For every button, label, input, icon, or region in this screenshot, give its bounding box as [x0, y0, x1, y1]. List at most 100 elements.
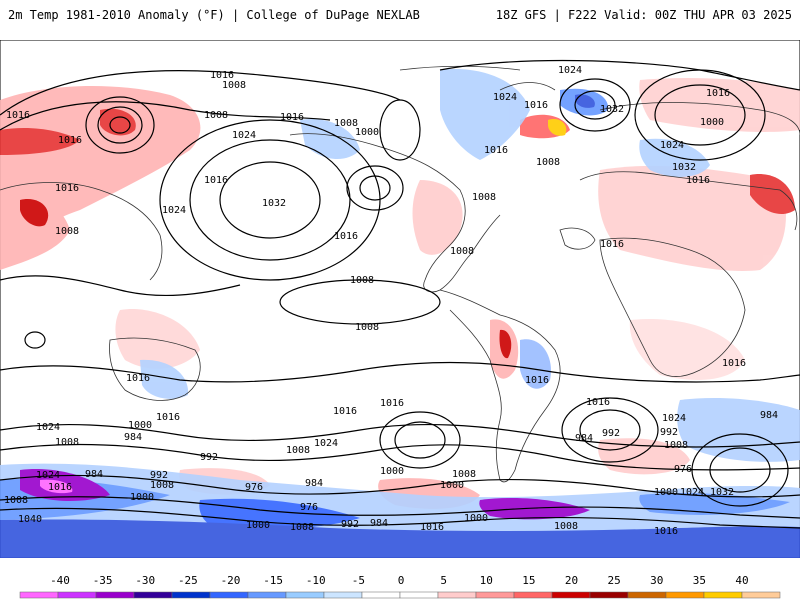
contour-label: 1008 [204, 110, 228, 121]
contour-label: 1016 [334, 231, 358, 242]
colorbar-label: 20 [565, 574, 578, 587]
colorbar-label: 40 [735, 574, 748, 587]
contour-label: 1008 [664, 440, 688, 451]
colorbar-swatch [551, 591, 591, 599]
contour-label: 1024 [662, 413, 686, 424]
contour-label: 1016 [586, 397, 610, 408]
contour-label: 1016 [210, 70, 234, 81]
contour-label: 1008 [472, 192, 496, 203]
colorbar-label: -40 [50, 574, 70, 587]
cold-anomalies [0, 69, 800, 558]
contour-label: 1008 [350, 275, 374, 286]
contour-label: 1032 [672, 162, 696, 173]
contour-label: 1016 [55, 183, 79, 194]
contour-label: 1016 [420, 522, 444, 533]
contour-label: 1008 [222, 80, 246, 91]
colorbar-swatch [133, 591, 173, 599]
contour-label: 1016 [706, 88, 730, 99]
colorbar-label: -5 [352, 574, 365, 587]
colorbar-swatch [475, 591, 515, 599]
contour-label: 1008 [536, 157, 560, 168]
contour-label: 1024 [36, 422, 60, 433]
contour-label: 984 [124, 432, 142, 443]
map-title: 2m Temp 1981-2010 Anomaly (°F) | College… [8, 8, 420, 22]
contour-label: 1016 [126, 373, 150, 384]
contour-label: 1000 [700, 117, 724, 128]
colorbar-label: -20 [221, 574, 241, 587]
contour-label: 1016 [722, 358, 746, 369]
contour-label: 1040 [18, 514, 42, 525]
model-run-title: 18Z GFS | F222 Valid: 00Z THU APR 03 202… [495, 8, 792, 22]
contour-label: 1000 [355, 127, 379, 138]
contour-label: 992 [660, 427, 678, 438]
contour-label: 1008 [355, 322, 379, 333]
colorbar-label: 25 [608, 574, 621, 587]
colorbar-label: 10 [480, 574, 493, 587]
contour-label: 1016 [525, 375, 549, 386]
contour-label: 1016 [280, 112, 304, 123]
contour-label: 1000 [380, 466, 404, 477]
contour-label: 1000 [440, 480, 464, 491]
colorbar-swatch [19, 591, 59, 599]
contour-label: 1008 [554, 521, 578, 532]
contour-label: 1008 [150, 480, 174, 491]
contour-label: 1024 [232, 130, 256, 141]
colorbar-label: 35 [693, 574, 706, 587]
contour-label: 984 [305, 478, 323, 489]
contour-label: 976 [245, 482, 263, 493]
contour-label: 1024 [36, 470, 60, 481]
colorbar-swatch [589, 591, 629, 599]
contour-label: 1016 [204, 175, 228, 186]
contour-label: 976 [300, 502, 318, 513]
contour-label: 1000 [654, 487, 678, 498]
contour-label: 1024 [558, 65, 582, 76]
contour-label: 1016 [524, 100, 548, 111]
colorbar-label: -10 [306, 574, 326, 587]
contour-label: 984 [575, 433, 593, 444]
contour-label: 1008 [55, 437, 79, 448]
colorbar-swatches [19, 591, 781, 599]
colorbar-label: -25 [178, 574, 198, 587]
contour-label: 1024 [680, 487, 704, 498]
colorbar-swatch [209, 591, 249, 599]
colorbar-swatch [57, 591, 97, 599]
contour-label: 1000 [246, 520, 270, 531]
colorbar: -40 -35 -30 -25 -20 -15 -10 -5 0 5 10 15 20 25 30 35 40 [19, 574, 781, 599]
contour-label: 1016 [484, 145, 508, 156]
contour-label: 1016 [380, 398, 404, 409]
colorbar-label: 0 [398, 574, 405, 587]
contour-label: 1008 [286, 445, 310, 456]
anomaly-map: 1016 1008 1024 1016 1016 1016 1024 1016 … [0, 40, 800, 558]
colorbar-swatch [171, 591, 211, 599]
colorbar-swatch [247, 591, 287, 599]
contour-label: 1008 [334, 118, 358, 129]
header: 2m Temp 1981-2010 Anomaly (°F) | College… [0, 0, 800, 30]
contour-label: 1016 [48, 482, 72, 493]
colorbar-swatch [399, 591, 439, 599]
colorbar-label: -15 [263, 574, 283, 587]
colorbar-label: -30 [135, 574, 155, 587]
colorbar-swatch [437, 591, 477, 599]
contour-label: 1000 [130, 492, 154, 503]
contour-label: 976 [674, 464, 692, 475]
contour-label: 1016 [600, 239, 624, 250]
contour-label: 1008 [55, 226, 79, 237]
contour-label: 1016 [333, 406, 357, 417]
contour-label: 1008 [452, 469, 476, 480]
contour-labels: 1016 1008 1024 1016 1016 1016 1024 1016 … [4, 65, 778, 537]
contour-label: 992 [150, 470, 168, 481]
contour-label: 1000 [464, 513, 488, 524]
contour-label: 1008 [450, 246, 474, 257]
colorbar-swatch [95, 591, 135, 599]
colorbar-label: 30 [650, 574, 663, 587]
colorbar-label: -35 [93, 574, 113, 587]
contour-label: 1008 [4, 495, 28, 506]
colorbar-swatch [285, 591, 325, 599]
contour-label: 1016 [654, 526, 678, 537]
contour-label: 1032 [600, 104, 624, 115]
contour-label: 1032 [710, 487, 734, 498]
contour-label: 1016 [6, 110, 30, 121]
colorbar-swatch [665, 591, 705, 599]
contour-label: 1000 [128, 420, 152, 431]
colorbar-swatch [323, 591, 363, 599]
